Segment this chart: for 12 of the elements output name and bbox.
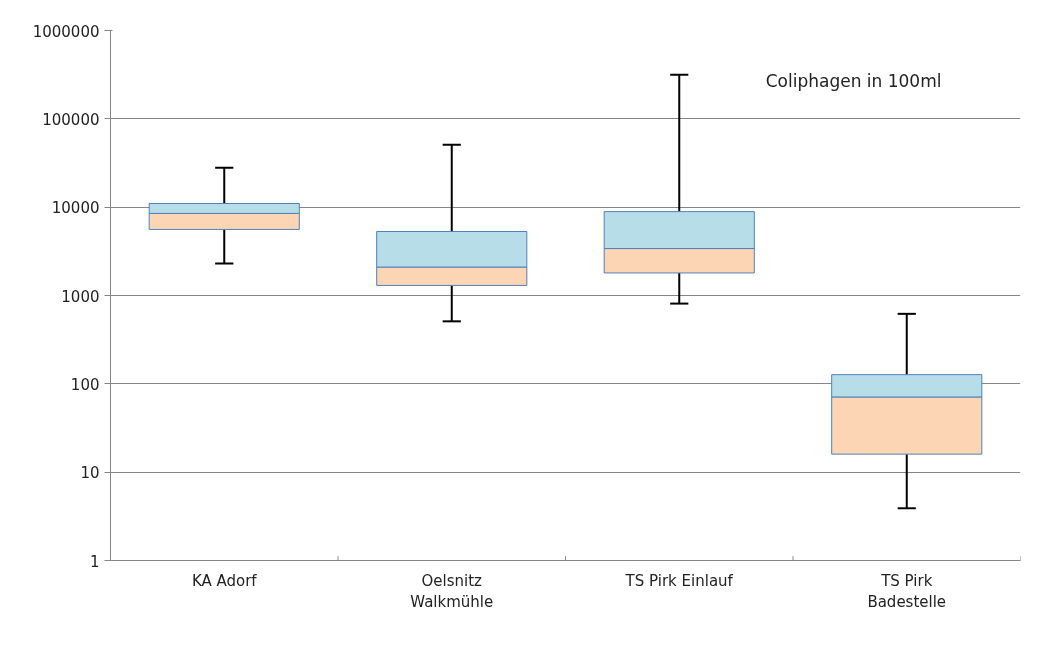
x-tick-label: KA Adorf: [191, 571, 258, 590]
y-tick-label: 100: [70, 375, 100, 394]
y-tick-label: 1: [89, 552, 100, 571]
y-tick-label: 100000: [42, 110, 100, 129]
y-tick-label: 1000000: [32, 22, 100, 41]
y-tick-label: 1000: [61, 287, 100, 306]
y-tick-label: 10: [80, 464, 100, 483]
x-tick-label: TS Pirk Einlauf: [624, 571, 734, 590]
x-tick-label: TS Pirk Badestelle: [867, 571, 947, 612]
x-tick-label: Oelsnitz Walkmühle: [410, 571, 494, 612]
annotation: Coliphagen in 100ml: [765, 70, 942, 91]
y-tick-label: 10000: [51, 199, 100, 218]
